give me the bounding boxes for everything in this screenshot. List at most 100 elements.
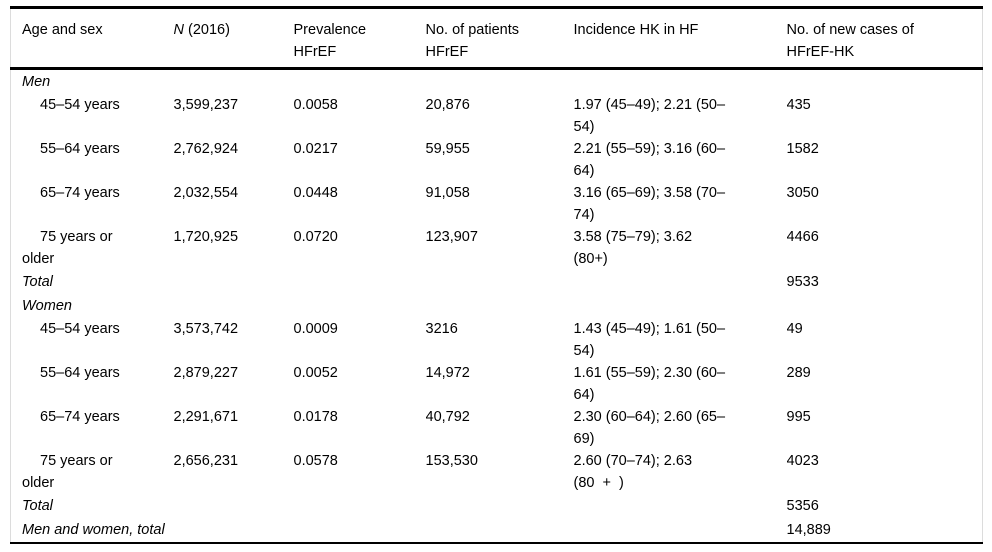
incidence-line2: 64) xyxy=(573,387,595,403)
incidence-cell: 3.16 (65–69); 3.58 (70– 74) xyxy=(574,182,787,226)
prevalence-cell: 0.0448 xyxy=(293,185,338,201)
n-cell: 1,720,925 xyxy=(173,229,239,245)
n-cell: 2,656,231 xyxy=(173,453,239,469)
header-line1: No. of patients xyxy=(425,22,520,38)
new-cases-cell: 1582 xyxy=(786,141,819,157)
incidence-line1: 3.58 (75–79); 3.62 xyxy=(573,229,693,245)
header-line2: HFrEF xyxy=(293,44,337,60)
incidence-cell: 2.30 (60–64); 2.60 (65– 69) xyxy=(574,406,787,450)
incidence-line1: 1.61 (55–59); 2.30 (60– xyxy=(573,365,726,381)
age-cell: 45–54 years xyxy=(11,318,174,362)
new-cases-cell: 435 xyxy=(786,97,811,113)
new-cases-cell: 289 xyxy=(786,365,811,381)
incidence-line2: 54) xyxy=(573,343,595,359)
header-line2: HFrEF xyxy=(425,44,469,60)
age-cell: 45–54 years xyxy=(11,94,174,138)
prevalence-cell: 0.0178 xyxy=(293,409,338,425)
age-cell: 75 years or older xyxy=(11,450,174,494)
grand-total-cases-cell: 14,889 xyxy=(786,522,831,538)
patients-cell: 40,792 xyxy=(425,409,470,425)
age-label-line2: older xyxy=(22,251,55,267)
total-label: Total xyxy=(22,498,53,514)
patients-cell: 3216 xyxy=(425,321,458,337)
incidence-line1: 2.30 (60–64); 2.60 (65– xyxy=(573,409,726,425)
incidence-line1: 2.21 (55–59); 3.16 (60– xyxy=(573,141,726,157)
n-cell: 2,032,554 xyxy=(173,185,239,201)
incidence-line2: 74) xyxy=(573,207,595,223)
table-row-men-55-64: 55–64 years 2,762,924 0.0217 59,955 2.21… xyxy=(11,138,983,182)
table-row-women-55-64: 55–64 years 2,879,227 0.0052 14,972 1.61… xyxy=(11,362,983,406)
age-cell: 55–64 years xyxy=(11,362,174,406)
n-cell: 2,762,924 xyxy=(173,141,239,157)
incidence-line1: 1.43 (45–49); 1.61 (50– xyxy=(573,321,726,337)
age-cell: 55–64 years xyxy=(11,138,174,182)
incidence-cell: 1.43 (45–49); 1.61 (50– 54) xyxy=(574,318,787,362)
incidence-cell: 2.60 (70–74); 2.63 (80 + ) xyxy=(574,450,787,494)
header-line1: No. of new cases of xyxy=(786,22,914,38)
incidence-line1: 3.16 (65–69); 3.58 (70– xyxy=(573,185,726,201)
patients-cell: 20,876 xyxy=(425,97,470,113)
patients-cell: 91,058 xyxy=(425,185,470,201)
new-cases-cell: 4466 xyxy=(786,229,819,245)
prevalence-cell: 0.0009 xyxy=(293,321,338,337)
column-header-prevalence-hfref: Prevalence HFrEF xyxy=(293,7,426,70)
new-cases-cell: 3050 xyxy=(786,185,819,201)
column-header-patients-hfref: No. of patients HFrEF xyxy=(425,7,574,70)
age-cell: 65–74 years xyxy=(11,182,174,226)
age-label-line1: 75 years or xyxy=(40,453,113,469)
hfref-incidence-table: Age and sex N (2016) Prevalence HFrEF No… xyxy=(10,6,983,544)
incidence-line1: 2.60 (70–74); 2.63 xyxy=(573,453,693,469)
age-label: 65–74 years xyxy=(40,409,120,425)
age-label: 65–74 years xyxy=(40,185,120,201)
section-row-women: Women xyxy=(11,294,983,318)
header-n-italic: N xyxy=(173,22,184,38)
table-row-men-75-older: 75 years or older 1,720,925 0.0720 123,9… xyxy=(11,226,983,270)
header-row: Age and sex N (2016) Prevalence HFrEF No… xyxy=(10,7,983,70)
incidence-line1: 1.97 (45–49); 2.21 (50– xyxy=(573,97,726,113)
table-row-men-65-74: 65–74 years 2,032,554 0.0448 91,058 3.16… xyxy=(11,182,983,226)
table-body: Men 45–54 years 3,599,237 0.0058 20,876 … xyxy=(11,69,983,544)
section-label: Women xyxy=(22,298,72,314)
grand-total-label: Men and women, total xyxy=(22,522,165,538)
age-cell: 75 years or older xyxy=(11,226,174,270)
incidence-line2: 54) xyxy=(573,119,595,135)
total-cases-cell: 9533 xyxy=(786,274,819,290)
total-cases-cell: 5356 xyxy=(786,498,819,514)
total-row-women: Total 5356 xyxy=(11,494,983,518)
prevalence-cell: 0.0058 xyxy=(293,97,338,113)
new-cases-cell: 4023 xyxy=(786,453,819,469)
age-cell: 65–74 years xyxy=(11,406,174,450)
patients-cell: 59,955 xyxy=(425,141,470,157)
section-row-men: Men xyxy=(11,69,983,95)
patients-cell: 14,972 xyxy=(425,365,470,381)
header-label: Incidence HK in HF xyxy=(573,22,699,38)
incidence-cell: 1.97 (45–49); 2.21 (50– 54) xyxy=(574,94,787,138)
n-cell: 3,599,237 xyxy=(173,97,239,113)
total-label: Total xyxy=(22,274,53,290)
header-line2: HFrEF-HK xyxy=(786,44,855,60)
new-cases-cell: 995 xyxy=(786,409,811,425)
column-header-new-cases: No. of new cases of HFrEF-HK xyxy=(786,7,983,70)
age-label: 55–64 years xyxy=(40,141,120,157)
column-header-age-sex: Age and sex xyxy=(10,7,174,70)
incidence-cell: 3.58 (75–79); 3.62 (80+) xyxy=(574,226,787,270)
age-label: 45–54 years xyxy=(40,97,120,113)
column-header-n-2016: N (2016) xyxy=(173,7,294,70)
section-label: Men xyxy=(22,74,51,90)
incidence-line2: 69) xyxy=(573,431,595,447)
n-cell: 2,879,227 xyxy=(173,365,239,381)
incidence-line2: (80+) xyxy=(573,251,608,267)
patients-cell: 153,530 xyxy=(425,453,478,469)
n-cell: 2,291,671 xyxy=(173,409,239,425)
table-row-women-45-54: 45–54 years 3,573,742 0.0009 3216 1.43 (… xyxy=(11,318,983,362)
incidence-line2: (80 + ) xyxy=(573,475,624,491)
table-row-women-65-74: 65–74 years 2,291,671 0.0178 40,792 2.30… xyxy=(11,406,983,450)
column-header-incidence-hk: Incidence HK in HF xyxy=(573,7,787,70)
age-label-line2: older xyxy=(22,475,55,491)
prevalence-cell: 0.0217 xyxy=(293,141,338,157)
n-cell: 3,573,742 xyxy=(173,321,239,337)
total-row-men: Total 9533 xyxy=(11,270,983,294)
table-row-men-45-54: 45–54 years 3,599,237 0.0058 20,876 1.97… xyxy=(11,94,983,138)
table-row-women-75-older: 75 years or older 2,656,231 0.0578 153,5… xyxy=(11,450,983,494)
